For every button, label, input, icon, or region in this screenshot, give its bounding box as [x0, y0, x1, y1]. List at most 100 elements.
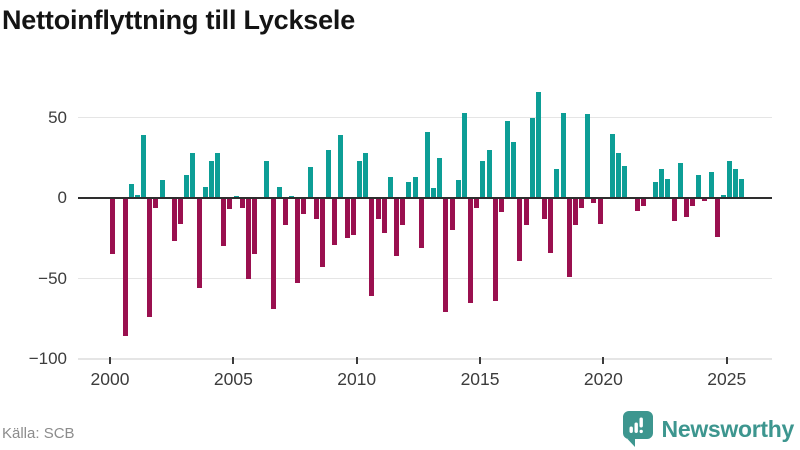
bar-2000Q1: [110, 198, 116, 255]
bar-2006Q4: [276, 186, 282, 198]
bar-2001Q2: [141, 135, 147, 198]
bar-2010Q3: [369, 198, 375, 297]
bar-2004Q3: [221, 198, 227, 247]
bar-2022Q3: [665, 178, 671, 198]
bar-2014Q2: [461, 112, 467, 198]
plot-area: 50 0 −50 −100 2000 2005 2010 2015 2020 2025: [28, 91, 772, 389]
newsworthy-logo-text: Newsworthy: [661, 415, 795, 442]
bar-2017Q1: [529, 117, 535, 198]
bar-2001Q4: [153, 198, 159, 208]
bar-2004Q4: [227, 198, 233, 210]
bar-2000Q4: [128, 183, 134, 198]
branding: Newsworthy: [622, 409, 794, 449]
bar-2003Q4: [202, 186, 208, 198]
bar-2024Q4: [720, 194, 726, 198]
bar-2005Q3: [245, 198, 251, 279]
bar-2013Q3: [443, 198, 449, 313]
bar-2009Q3: [344, 198, 350, 239]
bar-2025Q1: [727, 160, 733, 198]
bar-2017Q3: [542, 198, 548, 219]
bar-2018Q4: [572, 198, 578, 226]
bar-2018Q1: [554, 169, 560, 198]
bar-2024Q1: [702, 198, 708, 202]
bar-2010Q1: [357, 160, 362, 198]
bar-2014Q3: [468, 198, 473, 303]
bar-2002Q1: [159, 180, 165, 198]
bar-2007Q4: [301, 198, 307, 215]
x-axis-tick-2000: [109, 356, 111, 364]
bar-2018Q3: [566, 198, 572, 277]
bar-2011Q2: [387, 177, 393, 198]
bar-2019Q3: [591, 198, 597, 203]
bar-2013Q1: [431, 188, 436, 198]
bar-2018Q2: [560, 112, 566, 198]
bar-2015Q2: [486, 149, 492, 198]
bar-2013Q4: [449, 198, 455, 231]
bar-2023Q2: [683, 198, 689, 218]
bar-2016Q1: [505, 120, 511, 198]
bar-2008Q1: [307, 167, 313, 198]
bar-2008Q2: [313, 198, 319, 219]
bar-2006Q2: [264, 160, 270, 198]
bar-2000Q3: [122, 198, 128, 337]
bar-2001Q3: [147, 198, 153, 318]
bar-2003Q3: [196, 198, 202, 289]
bar-2022Q4: [671, 198, 677, 221]
bar-2011Q3: [394, 198, 399, 256]
y-axis-label-0: 0: [57, 188, 67, 207]
bar-2010Q2: [363, 152, 369, 198]
bar-2015Q1: [480, 160, 486, 198]
y-axis-label-50: 50: [48, 107, 67, 127]
bar-2009Q1: [332, 198, 338, 245]
bar-2010Q4: [375, 198, 381, 219]
bar-2019Q2: [585, 114, 591, 198]
x-axis-tick-2010: [355, 356, 358, 364]
bar-2016Q3: [517, 198, 523, 261]
bar-2023Q4: [696, 175, 702, 198]
bar-2016Q2: [511, 141, 517, 198]
bar-2017Q2: [535, 91, 541, 198]
bar-2005Q4: [252, 198, 258, 255]
bar-2012Q1: [406, 181, 412, 198]
bar-2011Q1: [381, 198, 387, 234]
bar-2012Q2: [412, 177, 418, 198]
bar-2020Q2: [609, 133, 615, 198]
bar-2007Q3: [295, 198, 301, 284]
bar-2002Q4: [178, 198, 184, 224]
x-axis-tick-2025: [725, 356, 728, 364]
source-text: Källa: SCB: [2, 425, 75, 442]
bar-2015Q3: [492, 198, 498, 302]
bar-2012Q3: [418, 198, 424, 248]
x-axis-label-2020: 2020: [583, 369, 623, 389]
bar-2007Q1: [282, 198, 288, 226]
bar-2019Q4: [597, 198, 603, 224]
bar-2014Q4: [474, 198, 480, 208]
bar-2020Q3: [616, 152, 622, 198]
x-axis-label-2015: 2015: [460, 369, 500, 389]
bar-2004Q1: [208, 160, 214, 198]
bar-2013Q2: [437, 157, 443, 198]
gridline--100: [78, 358, 772, 360]
y-axis-label--100: −100: [28, 349, 67, 368]
x-axis-label-2025: 2025: [707, 369, 747, 389]
newsworthy-logo-icon: [622, 410, 654, 448]
bar-2009Q2: [338, 135, 344, 198]
bar-2002Q3: [171, 198, 177, 242]
bar-2006Q3: [270, 198, 276, 310]
bar-2022Q1: [653, 181, 659, 198]
bar-2012Q4: [424, 131, 430, 198]
bar-2008Q4: [326, 149, 332, 198]
x-axis-label-2000: 2000: [90, 369, 130, 389]
bar-2003Q1: [184, 175, 190, 198]
bar-2015Q4: [498, 198, 504, 213]
bar-2025Q2: [733, 169, 739, 198]
x-axis-tick-2020: [602, 356, 605, 364]
bar-2008Q3: [319, 198, 325, 268]
bar-2014Q1: [455, 180, 461, 198]
bar-2020Q4: [622, 165, 628, 198]
bar-2025Q3: [739, 178, 745, 198]
bar-2003Q2: [190, 152, 196, 198]
bar-2022Q2: [659, 169, 665, 198]
zero-line: [78, 196, 772, 200]
bar-2009Q4: [350, 198, 356, 236]
